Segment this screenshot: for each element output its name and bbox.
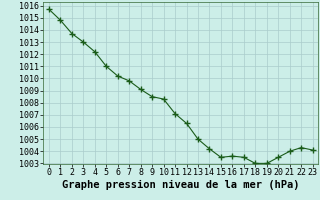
X-axis label: Graphe pression niveau de la mer (hPa): Graphe pression niveau de la mer (hPa) [62, 180, 300, 190]
